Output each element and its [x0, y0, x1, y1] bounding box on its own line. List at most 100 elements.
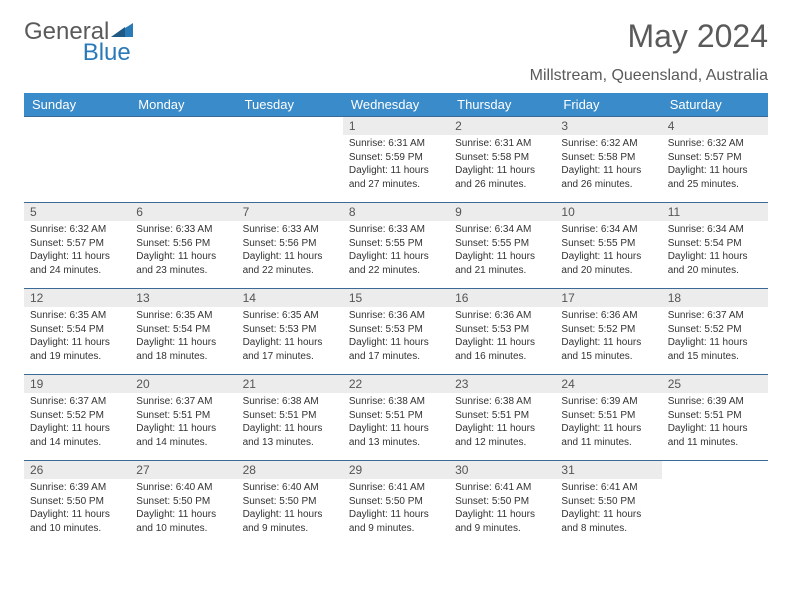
day-number: 12 — [24, 289, 130, 307]
day-cell: 15 Sunrise: 6:36 AMSunset: 5:53 PMDayligh… — [343, 289, 449, 375]
daylight-line1: Daylight: 11 hours — [455, 250, 549, 264]
day-details: Sunrise: 6:41 AMSunset: 5:50 PMDaylight:… — [555, 479, 661, 539]
daylight-line1: Daylight: 11 hours — [136, 508, 230, 522]
sunrise-text: Sunrise: 6:36 AM — [349, 309, 443, 323]
day-cell: 28Sunrise: 6:40 AMSunset: 5:50 PMDayligh… — [237, 461, 343, 547]
daylight-line2: and 22 minutes. — [349, 264, 443, 278]
sunset-text: Sunset: 5:51 PM — [455, 409, 549, 423]
day-number: 30 — [449, 461, 555, 479]
day-details: Sunrise: 6:33 AMSunset: 5:55 PMDaylight:… — [343, 221, 449, 281]
brand-triangle-icon — [111, 16, 133, 44]
day-cell: 14Sunrise: 6:35 AMSunset: 5:53 PMDayligh… — [237, 289, 343, 375]
daylight-line2: and 9 minutes. — [349, 522, 443, 536]
daylight-line1: Daylight: 11 hours — [455, 164, 549, 178]
day-cell: 26Sunrise: 6:39 AMSunset: 5:50 PMDayligh… — [24, 461, 130, 547]
day-details: Sunrise: 6:39 AMSunset: 5:50 PMDaylight:… — [24, 479, 130, 539]
day-details: Sunrise: 6:40 AMSunset: 5:50 PMDaylight:… — [237, 479, 343, 539]
day-details: Sunrise: 6:38 AMSunset: 5:51 PMDaylight:… — [237, 393, 343, 453]
day-details: Sunrise: 6:37 AMSunset: 5:52 PMDaylight:… — [24, 393, 130, 453]
day-details: Sunrise: 6:34 AMSunset: 5:55 PMDaylight:… — [555, 221, 661, 281]
day-cell: 23Sunrise: 6:38 AMSunset: 5:51 PMDayligh… — [449, 375, 555, 461]
day-number: 19 — [24, 375, 130, 393]
day-number: 11 — [662, 203, 768, 221]
day-details: Sunrise: 6:38 AMSunset: 5:51 PMDaylight:… — [343, 393, 449, 453]
daylight-line2: and 22 minutes. — [243, 264, 337, 278]
daylight-line1: Daylight: 11 hours — [136, 250, 230, 264]
day-number: 2 — [449, 117, 555, 135]
day-cell: 3Sunrise: 6:32 AMSunset: 5:58 PMDaylight… — [555, 117, 661, 203]
sunrise-text: Sunrise: 6:33 AM — [349, 223, 443, 237]
day-cell: 13Sunrise: 6:35 AMSunset: 5:54 PMDayligh… — [130, 289, 236, 375]
day-details: Sunrise: 6:38 AMSunset: 5:51 PMDaylight:… — [449, 393, 555, 453]
daylight-line1: Daylight: 11 hours — [349, 336, 443, 350]
day-details: Sunrise: 6:31 AMSunset: 5:59 PMDaylight:… — [343, 135, 449, 195]
daylight-line1: Daylight: 11 hours — [243, 250, 337, 264]
daylight-line2: and 14 minutes. — [30, 436, 124, 450]
daylight-line2: and 23 minutes. — [136, 264, 230, 278]
day-number: 21 — [237, 375, 343, 393]
day-number: 24 — [555, 375, 661, 393]
sunset-text: Sunset: 5:53 PM — [455, 323, 549, 337]
day-cell: 10Sunrise: 6:34 AMSunset: 5:55 PMDayligh… — [555, 203, 661, 289]
sunset-text: Sunset: 5:57 PM — [668, 151, 762, 165]
daylight-line2: and 19 minutes. — [30, 350, 124, 364]
daylight-line1: Daylight: 11 hours — [349, 422, 443, 436]
day-cell: 18Sunrise: 6:37 AMSunset: 5:52 PMDayligh… — [662, 289, 768, 375]
sunset-text: Sunset: 5:53 PM — [349, 323, 443, 337]
day-number: 15 — [343, 289, 449, 307]
day-details: Sunrise: 6:41 AMSunset: 5:50 PMDaylight:… — [343, 479, 449, 539]
day-number: 1 — [343, 117, 449, 135]
daylight-line2: and 17 minutes. — [243, 350, 337, 364]
sunrise-text: Sunrise: 6:35 AM — [136, 309, 230, 323]
day-number: 22 — [343, 375, 449, 393]
sunset-text: Sunset: 5:59 PM — [349, 151, 443, 165]
day-cell: 19Sunrise: 6:37 AMSunset: 5:52 PMDayligh… — [24, 375, 130, 461]
daylight-line1: Daylight: 11 hours — [243, 422, 337, 436]
day-header-row: Sunday Monday Tuesday Wednesday Thursday… — [24, 93, 768, 117]
daylight-line1: Daylight: 11 hours — [349, 164, 443, 178]
daylight-line1: Daylight: 11 hours — [30, 508, 124, 522]
daylight-line1: Daylight: 11 hours — [349, 250, 443, 264]
day-details: Sunrise: 6:31 AMSunset: 5:58 PMDaylight:… — [449, 135, 555, 195]
daylight-line2: and 10 minutes. — [136, 522, 230, 536]
daylight-line2: and 16 minutes. — [455, 350, 549, 364]
dayhdr-mon: Monday — [130, 93, 236, 117]
daylight-line1: Daylight: 11 hours — [136, 422, 230, 436]
day-cell: 11Sunrise: 6:34 AMSunset: 5:54 PMDayligh… — [662, 203, 768, 289]
empty-day-band — [237, 117, 343, 135]
day-cell: 25Sunrise: 6:39 AMSunset: 5:51 PMDayligh… — [662, 375, 768, 461]
day-details: Sunrise: 6:39 AMSunset: 5:51 PMDaylight:… — [555, 393, 661, 453]
day-cell: 30Sunrise: 6:41 AMSunset: 5:50 PMDayligh… — [449, 461, 555, 547]
sunset-text: Sunset: 5:55 PM — [561, 237, 655, 251]
daylight-line2: and 11 minutes. — [561, 436, 655, 450]
day-number: 6 — [130, 203, 236, 221]
daylight-line2: and 8 minutes. — [561, 522, 655, 536]
sunset-text: Sunset: 5:55 PM — [349, 237, 443, 251]
daylight-line1: Daylight: 11 hours — [561, 422, 655, 436]
sunrise-text: Sunrise: 6:36 AM — [561, 309, 655, 323]
dayhdr-wed: Wednesday — [343, 93, 449, 117]
week-row: 26Sunrise: 6:39 AMSunset: 5:50 PMDayligh… — [24, 461, 768, 547]
week-row: 1Sunrise: 6:31 AMSunset: 5:59 PMDaylight… — [24, 117, 768, 203]
sunrise-text: Sunrise: 6:35 AM — [30, 309, 124, 323]
sunset-text: Sunset: 5:56 PM — [243, 237, 337, 251]
sunset-text: Sunset: 5:54 PM — [136, 323, 230, 337]
sunrise-text: Sunrise: 6:38 AM — [243, 395, 337, 409]
daylight-line1: Daylight: 11 hours — [668, 336, 762, 350]
dayhdr-sun: Sunday — [24, 93, 130, 117]
day-cell: 1Sunrise: 6:31 AMSunset: 5:59 PMDaylight… — [343, 117, 449, 203]
sunrise-text: Sunrise: 6:37 AM — [668, 309, 762, 323]
daylight-line1: Daylight: 11 hours — [455, 508, 549, 522]
sunset-text: Sunset: 5:51 PM — [668, 409, 762, 423]
empty-day-band — [130, 117, 236, 135]
day-details: Sunrise: 6:37 AMSunset: 5:52 PMDaylight:… — [662, 307, 768, 367]
sunset-text: Sunset: 5:50 PM — [243, 495, 337, 509]
day-details: Sunrise: 6:40 AMSunset: 5:50 PMDaylight:… — [130, 479, 236, 539]
daylight-line1: Daylight: 11 hours — [668, 164, 762, 178]
day-number: 28 — [237, 461, 343, 479]
daylight-line1: Daylight: 11 hours — [243, 336, 337, 350]
daylight-line1: Daylight: 11 hours — [668, 422, 762, 436]
daylight-line2: and 13 minutes. — [243, 436, 337, 450]
sunset-text: Sunset: 5:51 PM — [349, 409, 443, 423]
day-cell: 9Sunrise: 6:34 AMSunset: 5:55 PMDaylight… — [449, 203, 555, 289]
